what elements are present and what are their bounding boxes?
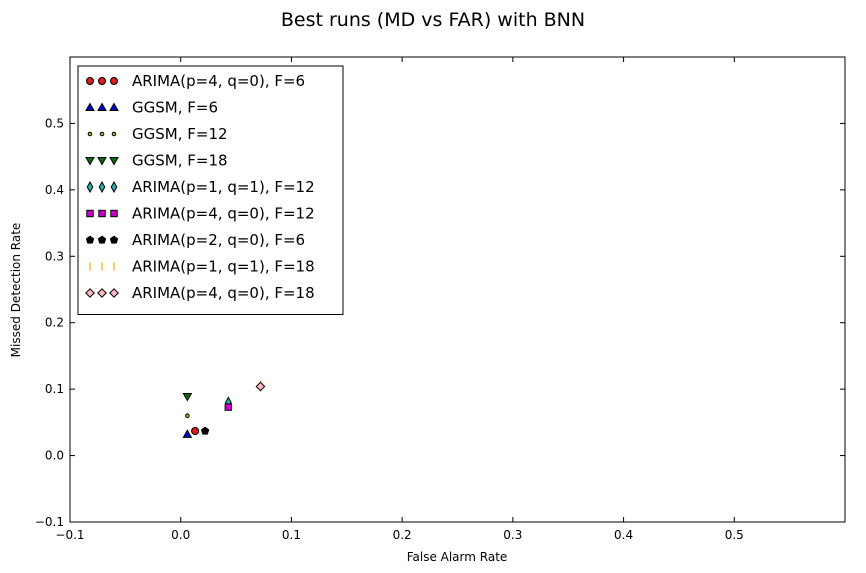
legend-marker-series-2 [85, 102, 95, 111]
legend: ARIMA(p=4, q=0), F=6 GGSM, F=6 GGSM, F=12 G… [77, 65, 344, 315]
legend-marker-series-3 [99, 131, 105, 137]
legend-marker-series-4 [85, 157, 95, 166]
x-tick-label: 0.5 [725, 528, 744, 542]
legend-entry-label: ARIMA(p=1, q=1), F=18 [132, 258, 315, 276]
legend-marker-series-6 [86, 209, 94, 218]
legend-entry-label: ARIMA(p=4, q=0), F=18 [132, 284, 315, 302]
legend-marker-series-5 [86, 180, 94, 194]
y-tick-label: 0.4 [45, 183, 64, 197]
y-axis-label: Missed Detection Rate [9, 223, 23, 358]
x-tick-label: 0.4 [614, 528, 633, 542]
y-tick-label: −0.1 [35, 515, 64, 529]
legend-marker-series-9 [97, 288, 107, 298]
x-axis-label: False Alarm Rate [407, 550, 508, 564]
legend-marker-series-6 [110, 209, 118, 218]
data-point-series-1 [191, 426, 200, 435]
x-tick-label: 0.0 [171, 528, 190, 542]
legend-marker-series-6 [98, 209, 106, 218]
data-point-series-4 [182, 392, 193, 402]
legend-marker-series-5 [98, 180, 106, 194]
legend-entry-label: ARIMA(p=4, q=0), F=6 [132, 72, 305, 90]
legend-marker-series-7 [97, 235, 107, 244]
data-point-series-3 [185, 413, 190, 419]
data-point-series-7 [200, 426, 210, 435]
x-tick-label: 0.1 [282, 528, 301, 542]
legend-marker-series-7 [109, 235, 119, 244]
legend-marker-series-1 [86, 77, 94, 85]
data-point-series-6 [224, 403, 233, 411]
legend-entry-label: GGSM, F=18 [132, 152, 228, 170]
legend-marker-series-7 [85, 235, 95, 244]
legend-entry-label: ARIMA(p=4, q=0), F=12 [132, 205, 315, 223]
data-point-series-2 [182, 429, 193, 438]
legend-marker-series-9 [85, 288, 95, 298]
axis-ticks: −0.1 0.0 0.1 0.2 0.3 0.4 0.5 −0.1 0.0 0.1 0.2 0.3 0.… [35, 57, 845, 542]
y-tick-label: 0.2 [45, 316, 64, 330]
y-tick-label: 0.1 [45, 382, 64, 396]
data-points [182, 380, 266, 438]
legend-marker-series-4 [109, 157, 119, 166]
legend-entry-label: ARIMA(p=1, q=1), F=12 [132, 178, 315, 196]
legend-marker-series-2 [109, 102, 119, 111]
legend-marker-series-9 [109, 288, 119, 298]
chart-title: Best runs (MD vs FAR) with BNN [281, 9, 585, 31]
legend-entry-label: GGSM, F=6 [132, 99, 218, 117]
legend-marker-series-4 [97, 157, 107, 166]
y-tick-label: 0.5 [45, 116, 64, 130]
legend-entry-label: GGSM, F=12 [132, 125, 228, 143]
legend-marker-series-1 [98, 77, 106, 85]
legend-marker-series-3 [87, 131, 93, 137]
legend-box [77, 65, 344, 315]
legend-entry-label: ARIMA(p=2, q=0), F=6 [132, 231, 305, 249]
x-tick-label: −0.1 [55, 528, 84, 542]
x-tick-label: 0.2 [393, 528, 412, 542]
legend-marker-series-1 [110, 77, 118, 85]
y-tick-label: 0.3 [45, 249, 64, 263]
y-tick-label: 0.0 [45, 449, 64, 463]
legend-marker-series-5 [110, 180, 118, 194]
legend-marker-series-3 [111, 131, 117, 137]
legend-marker-series-2 [97, 102, 107, 111]
data-point-series-9 [255, 381, 266, 392]
x-tick-label: 0.3 [503, 528, 522, 542]
